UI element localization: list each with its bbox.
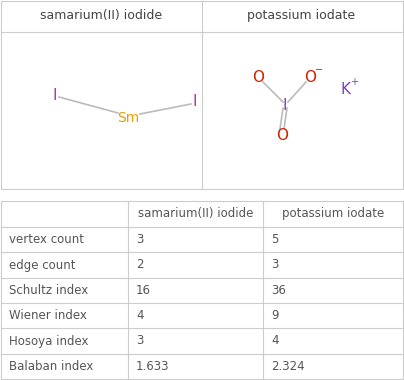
Text: I: I [283,98,287,112]
Text: Wiener index: Wiener index [9,309,87,322]
Text: 36: 36 [271,284,286,297]
Text: 5: 5 [271,233,278,246]
Text: vertex count: vertex count [9,233,84,246]
Text: 4: 4 [136,309,143,322]
Text: −: − [315,65,323,75]
Text: 16: 16 [136,284,151,297]
Text: +: + [350,77,358,87]
Text: O: O [276,128,288,142]
Text: O: O [304,71,316,86]
Text: potassium iodate: potassium iodate [247,10,355,22]
Text: 3: 3 [136,334,143,347]
Text: samarium(II) iodide: samarium(II) iodide [40,10,162,22]
Text: Balaban index: Balaban index [9,360,93,373]
Text: 9: 9 [271,309,278,322]
Text: edge count: edge count [9,258,76,271]
Text: potassium iodate: potassium iodate [282,207,384,220]
Text: 4: 4 [271,334,278,347]
Text: K: K [340,82,350,98]
Text: Schultz index: Schultz index [9,284,88,297]
Text: Hosoya index: Hosoya index [9,334,88,347]
Text: Sm: Sm [117,111,139,125]
Text: 3: 3 [136,233,143,246]
Text: I: I [193,95,197,109]
Text: I: I [53,87,57,103]
Text: samarium(II) iodide: samarium(II) iodide [138,207,253,220]
Text: 3: 3 [271,258,278,271]
Text: 2.324: 2.324 [271,360,305,373]
Text: O: O [252,71,264,86]
Text: 2: 2 [136,258,143,271]
Text: 1.633: 1.633 [136,360,170,373]
